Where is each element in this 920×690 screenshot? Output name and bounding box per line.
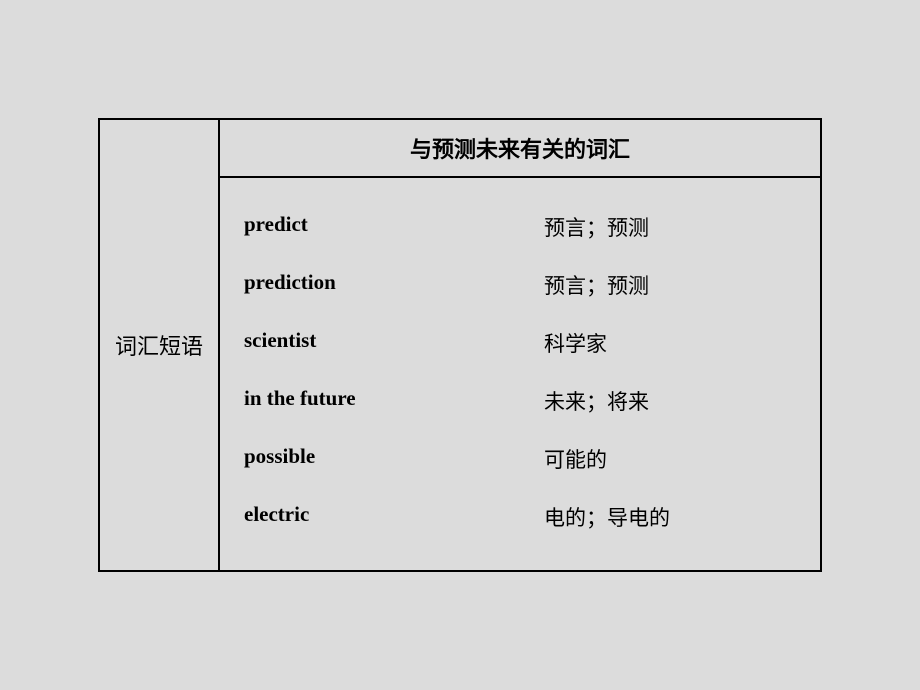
- category-label: 词汇短语: [115, 329, 203, 361]
- chinese-meaning: 可能的: [544, 444, 796, 474]
- english-term: in the future: [244, 386, 544, 416]
- table-row: possible 可能的: [244, 430, 796, 488]
- chinese-meaning: 未来；将来: [544, 386, 796, 416]
- chinese-meaning: 预言；预测: [544, 270, 796, 300]
- header-text: 与预测未来有关的词汇: [410, 137, 630, 162]
- english-term: possible: [244, 444, 544, 474]
- english-term: predict: [244, 212, 544, 242]
- vocab-table: 词汇短语 与预测未来有关的词汇 predict 预言；预测 prediction…: [98, 118, 822, 572]
- chinese-meaning: 科学家: [544, 328, 796, 358]
- table-row: scientist 科学家: [244, 314, 796, 372]
- english-term: electric: [244, 502, 544, 532]
- content-area: predict 预言；预测 prediction 预言；预测 scientist…: [220, 178, 820, 570]
- right-column: 与预测未来有关的词汇 predict 预言；预测 prediction 预言；预…: [220, 120, 820, 570]
- table-row: prediction 预言；预测: [244, 256, 796, 314]
- chinese-meaning: 电的；导电的: [544, 502, 796, 532]
- chinese-meaning: 预言；预测: [544, 212, 796, 242]
- english-term: prediction: [244, 270, 544, 300]
- table-header: 与预测未来有关的词汇: [220, 120, 820, 178]
- table-row: electric 电的；导电的: [244, 488, 796, 546]
- table-row: predict 预言；预测: [244, 198, 796, 256]
- category-cell: 词汇短语: [100, 120, 220, 570]
- table-row: in the future 未来；将来: [244, 372, 796, 430]
- english-term: scientist: [244, 328, 544, 358]
